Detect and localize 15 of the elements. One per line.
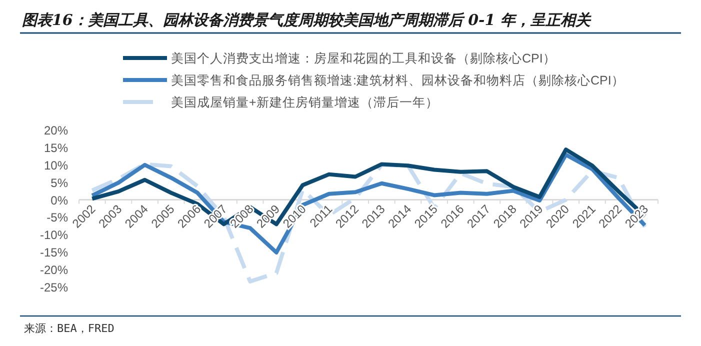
legend-label: 美国成屋销量+新建住房销量增速（滞后一年） <box>171 94 438 110</box>
y-tick-label: 10% <box>44 158 68 172</box>
y-tick-label: 15% <box>44 140 68 155</box>
legend-label: 美国零售和食品服务销售额增速:建筑材料、园林设备和物料店（剔除核心CPI） <box>171 72 624 88</box>
y-tick-label: -15% <box>40 246 68 260</box>
title: 图表16：美国工具、园林设备消费景气度周期较美国地产周期滞后 0-1 年，呈正相关 <box>22 11 590 29</box>
source-note: 来源：BEA，FRED <box>24 322 114 335</box>
legend-label: 美国个人消费支出增速：房屋和花园的工具和设备（剔除核心CPI） <box>171 50 556 66</box>
y-tick-label: -5% <box>46 210 68 225</box>
y-tick-label: 0% <box>50 193 68 208</box>
y-tick-label: 20% <box>44 124 68 138</box>
y-tick-label: -10% <box>40 228 68 242</box>
y-tick-label: -25% <box>40 280 68 294</box>
y-tick-label: -20% <box>40 263 68 278</box>
y-tick-label: 5% <box>50 176 68 190</box>
